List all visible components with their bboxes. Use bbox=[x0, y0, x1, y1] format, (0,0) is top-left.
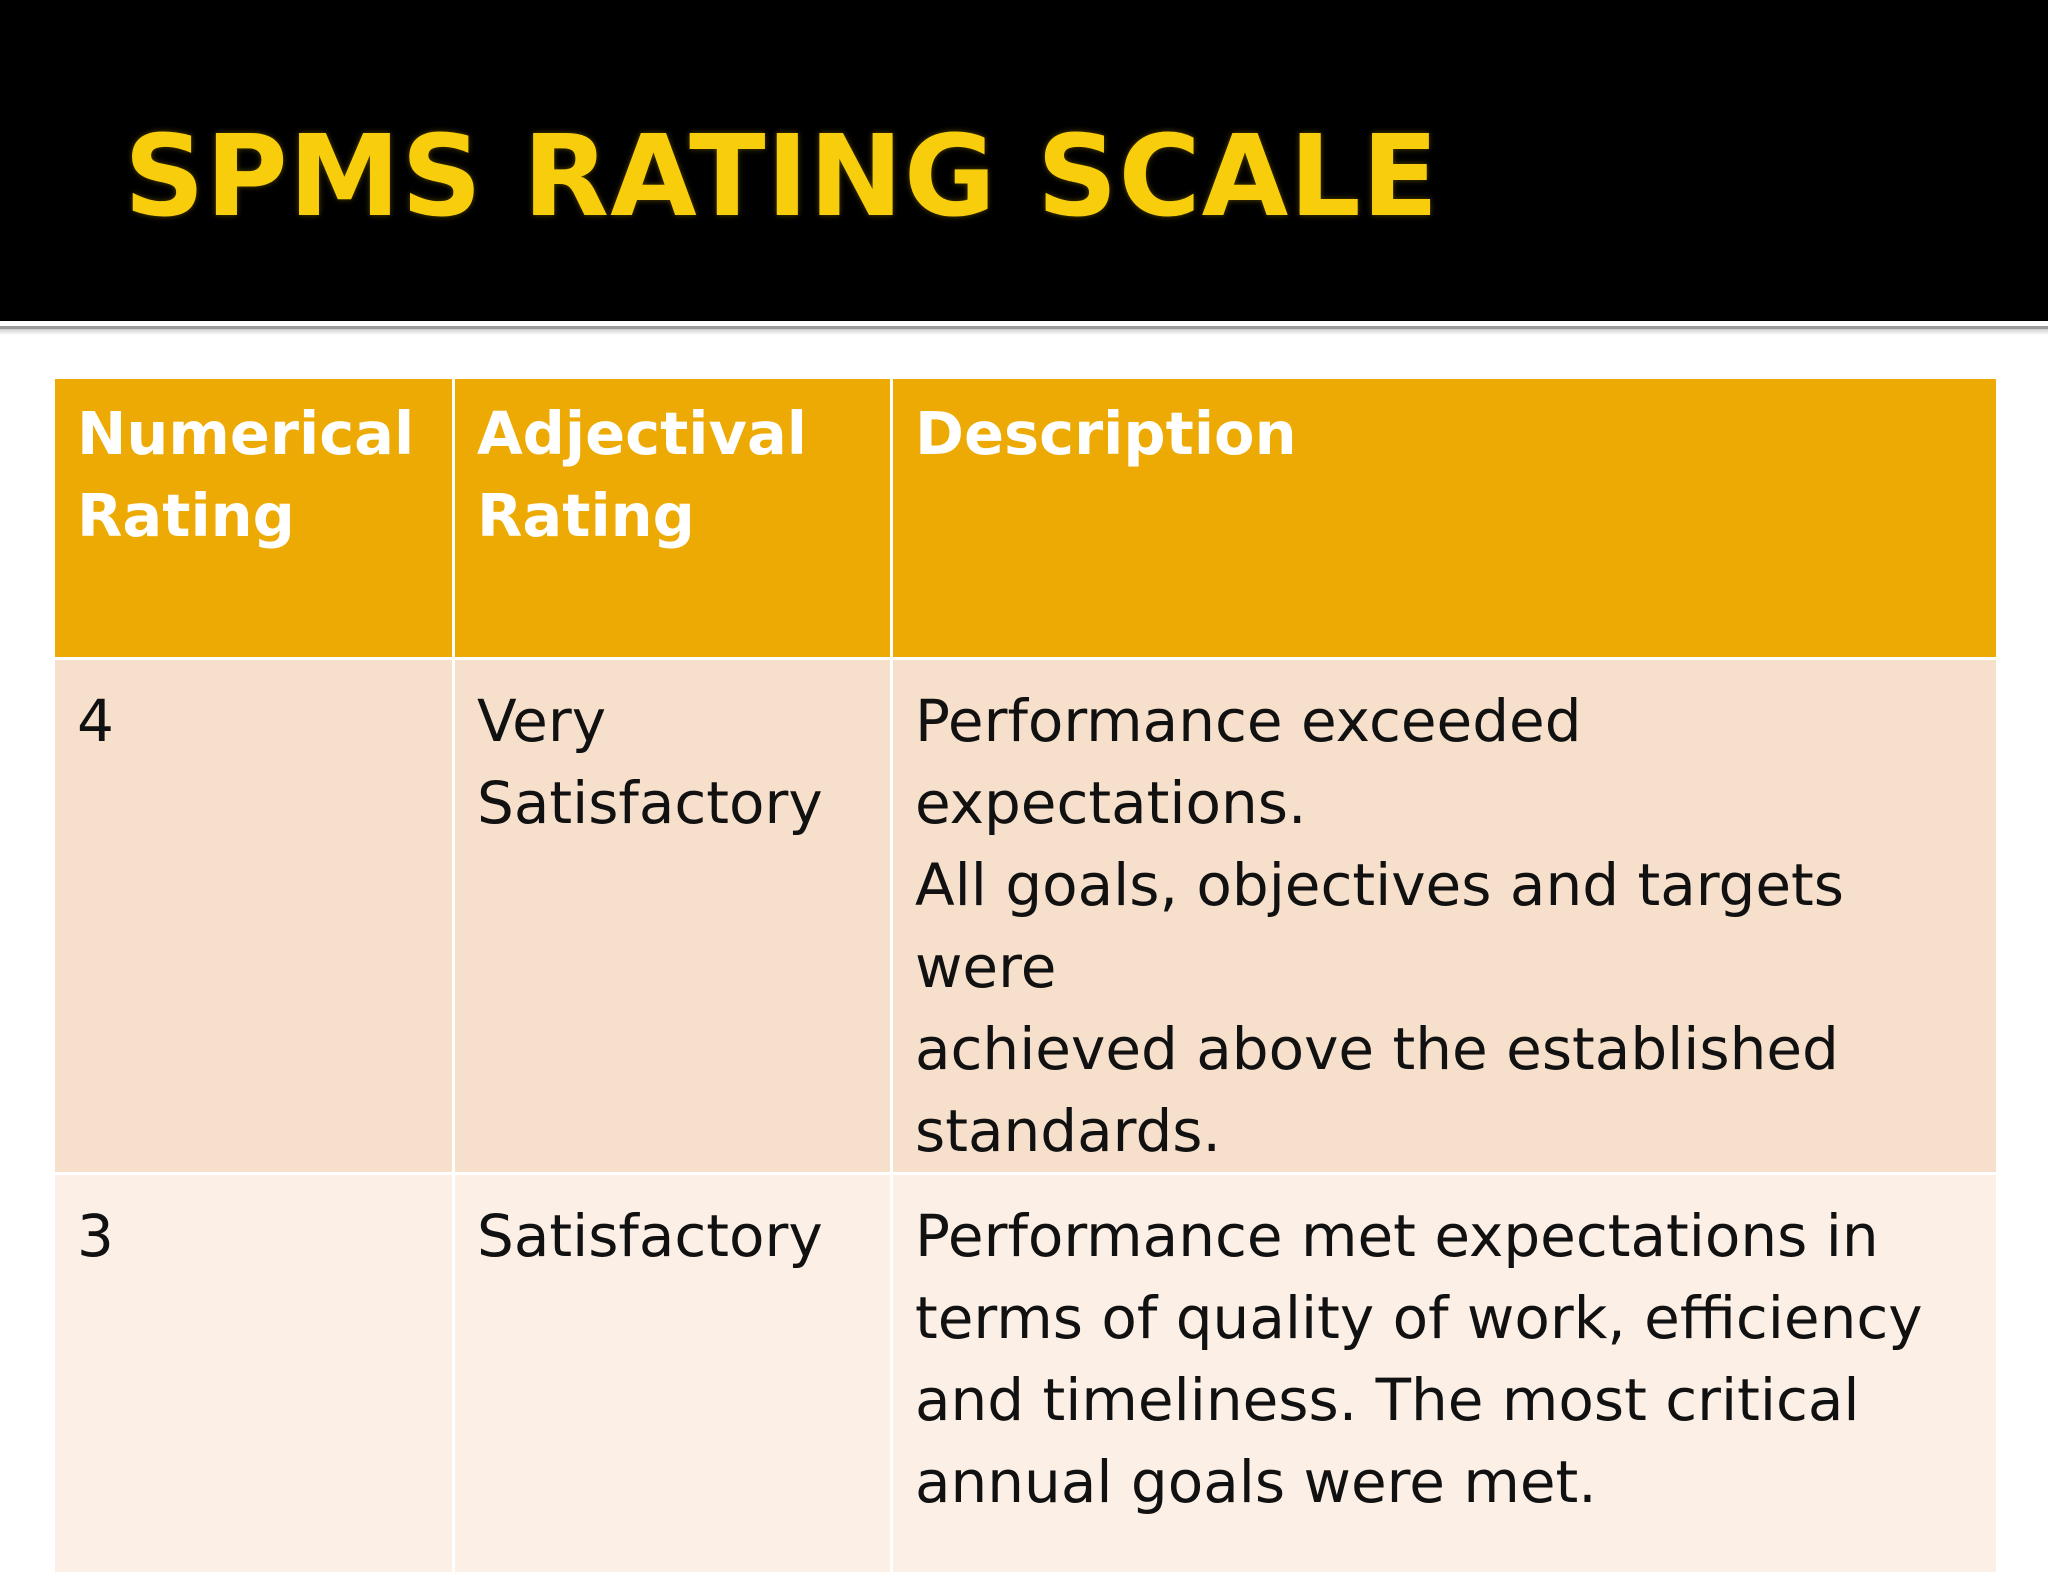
title-divider-shadow bbox=[0, 329, 2048, 335]
table-header-row: Numerical Rating Adjectival Rating Descr… bbox=[52, 376, 1999, 660]
slide-title: SPMS RATING SCALE bbox=[124, 112, 1440, 242]
header-description: Description bbox=[890, 376, 1999, 660]
table-row: 3 Satisfactory Performance met expectati… bbox=[52, 1172, 1999, 1575]
table-row: 4 Very Satisfactory Performance exceeded… bbox=[52, 657, 1999, 1175]
header-adjectival-rating: Adjectival Rating bbox=[452, 376, 893, 660]
header-numerical-rating: Numerical Rating bbox=[52, 376, 455, 660]
cell-adjectival-rating: Satisfactory bbox=[452, 1172, 893, 1575]
cell-adjectival-rating: Very Satisfactory bbox=[452, 657, 893, 1175]
cell-description: Performance met expectations in terms of… bbox=[890, 1172, 1999, 1575]
cell-numerical-rating: 3 bbox=[52, 1172, 455, 1575]
cell-description: Performance exceeded expectations. All g… bbox=[890, 657, 1999, 1175]
title-bar: SPMS RATING SCALE bbox=[0, 0, 2048, 321]
cell-numerical-rating: 4 bbox=[52, 657, 455, 1175]
title-divider bbox=[0, 326, 2048, 329]
rating-scale-table: Numerical Rating Adjectival Rating Descr… bbox=[52, 376, 1999, 1575]
